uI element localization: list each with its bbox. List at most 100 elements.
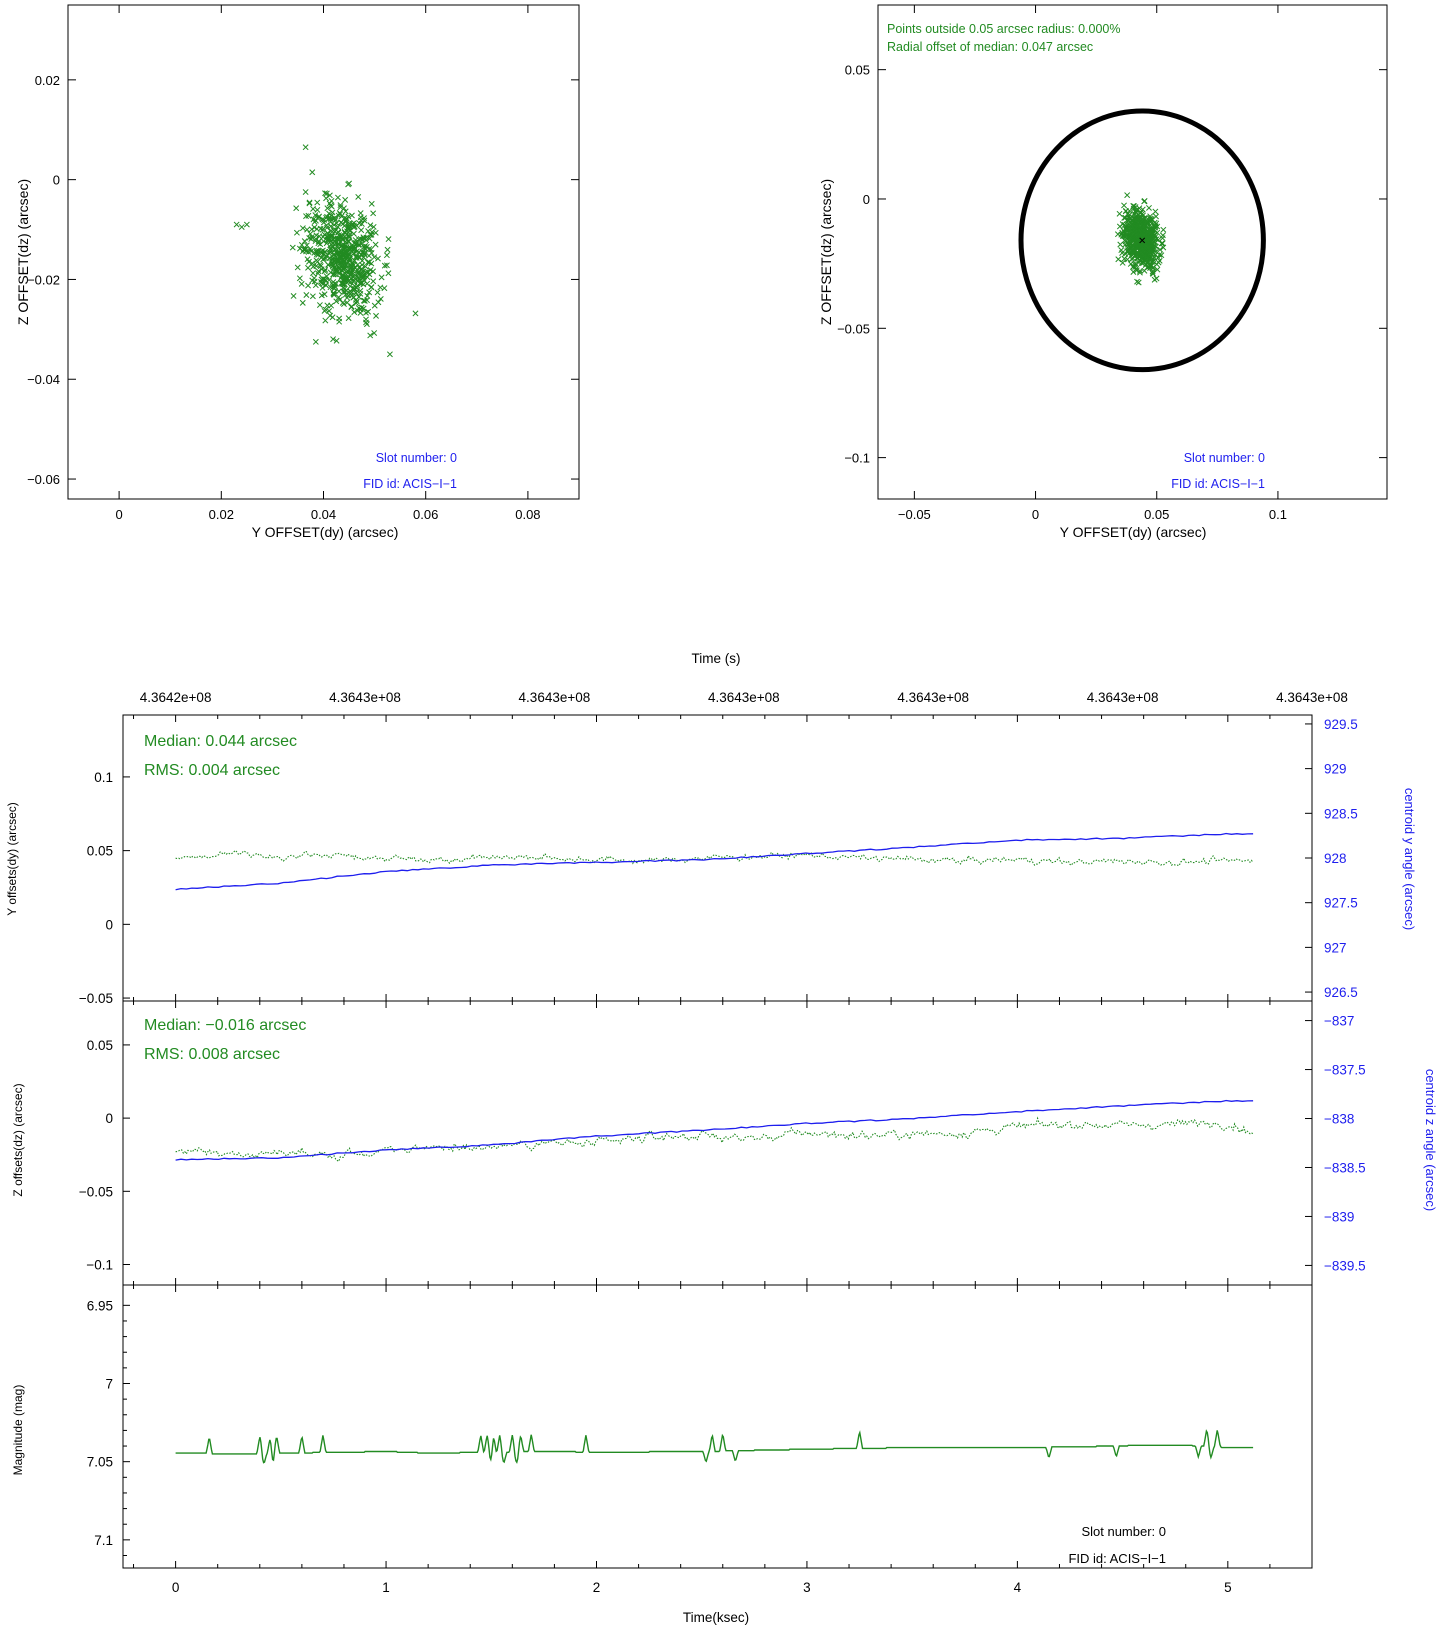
scatter-raw-point	[366, 246, 373, 252]
scatter-raw-point	[326, 200, 333, 207]
scatter-raw-point	[314, 215, 321, 222]
scatter-raw-ylabel: Z OFFSET(dz) (arcsec)	[15, 179, 31, 325]
scatter-raw-point	[351, 240, 358, 247]
scatter-raw-plot: 0 0.02 0.04 0.06 0.08 −0.06 −0.04 −0.02 0 0.02 Y …	[15, 4, 580, 540]
scatter-circle-point	[1132, 264, 1139, 270]
scatter-raw-point	[386, 351, 393, 358]
scatter-raw-point	[312, 338, 319, 345]
scatter-raw-point	[293, 229, 300, 236]
scatter-circle-ticks: −0.05 0 0.05 0.1 −0.1 −0.05 0 0.05	[837, 5, 1387, 522]
scatter-raw-ticks: 0 0.02 0.04 0.06 0.08 −0.06 −0.04 −0.02 0 0.02	[27, 5, 579, 522]
z-offsets-median-label: Median: −0.016 arcsec	[144, 1017, 306, 1034]
scatter-raw-point	[303, 292, 310, 298]
scatter-circle-point	[1158, 252, 1165, 259]
scatter-raw-point	[333, 298, 340, 305]
scatter-circle-point	[1159, 240, 1166, 247]
scatter-raw-point	[325, 261, 332, 268]
scatter-raw-point	[366, 271, 373, 278]
centroid-y-ytick-label: 926.5	[1324, 985, 1358, 1000]
scatter-circle-point	[1147, 219, 1154, 225]
scatter-raw-point	[385, 236, 392, 243]
scatter-raw-point	[310, 216, 317, 223]
scatter-circle-xtick-label: 0.05	[1144, 507, 1169, 522]
scatter-raw-point	[383, 262, 390, 269]
scatter-circle-ytick-label: −0.05	[837, 321, 870, 336]
magnitude-xtick-label: 5	[1224, 1580, 1232, 1595]
scatter-circle-point	[1126, 207, 1133, 214]
centroid-y-angle-series	[175, 832, 1254, 891]
scatter-circle-point	[1151, 231, 1158, 238]
magnitude-xtick-label: 0	[172, 1580, 180, 1595]
scatter-circle-point	[1133, 207, 1140, 213]
scatter-raw-point	[362, 243, 369, 249]
scatter-raw-point	[384, 246, 391, 253]
scatter-circle-plot: −0.05 0 0.05 0.1 −0.1 −0.05 0 0.05 Y OFFSET(dy)…	[818, 4, 1388, 540]
scatter-raw-point	[372, 229, 379, 236]
scatter-raw-point	[298, 280, 305, 287]
scatter-circle-point	[1133, 267, 1140, 274]
scatter-circle-point	[1149, 265, 1156, 271]
scatter-raw-point	[289, 244, 296, 251]
scatter-raw-point	[334, 236, 341, 243]
scatter-raw-point	[370, 278, 377, 285]
scatter-circle-point	[1157, 246, 1164, 253]
scatter-circle-point	[1136, 223, 1143, 230]
scatter-raw-point	[319, 284, 326, 291]
scatter-circle-xlabel: Y OFFSET(dy) (arcsec)	[1060, 524, 1207, 540]
magnitude-xtick-label: 2	[593, 1580, 601, 1595]
scatter-circle-point	[1135, 259, 1142, 265]
scatter-raw-point	[366, 252, 372, 259]
scatter-raw-point	[336, 270, 343, 276]
scatter-raw-point	[342, 275, 349, 282]
radius-circle	[1018, 108, 1266, 373]
scatter-circle-point	[1146, 226, 1153, 233]
scatter-raw-point	[364, 259, 371, 266]
scatter-raw-point	[309, 293, 316, 300]
scatter-raw-point	[356, 254, 363, 261]
scatter-raw-point	[326, 192, 333, 199]
scatter-raw-point	[347, 290, 354, 297]
scatter-circle-point	[1119, 259, 1126, 266]
centroid-y-ytick-label: 928	[1324, 851, 1347, 866]
magnitude-line	[175, 1429, 1254, 1464]
scatter-raw-point	[319, 216, 326, 223]
scatter-raw-point	[309, 169, 316, 176]
scatter-circle-point	[1154, 229, 1161, 236]
y-offsets-ticks: −0.05 0 0.05 0.1 926.5 927 927.5 928 928.5 929 929…	[79, 715, 1358, 1006]
scatter-circle-slot-label: Slot number: 0	[1184, 451, 1265, 465]
scatter-circle-point	[1121, 255, 1128, 262]
centroid-y-ytick-label: 927	[1324, 940, 1347, 955]
scatter-raw-point	[361, 215, 367, 222]
y-offsets-median-label: Median: 0.044 arcsec	[144, 733, 297, 750]
scatter-raw-point	[313, 257, 320, 264]
scatter-raw-point	[331, 291, 338, 298]
z-offsets-ytick-label: −0.05	[79, 1184, 113, 1199]
scatter-raw-point	[373, 312, 379, 319]
scatter-raw-point	[327, 223, 334, 230]
scatter-raw-point	[364, 268, 371, 275]
centroid-y-ytick-label: 928.5	[1324, 806, 1358, 821]
scatter-circle-point	[1133, 222, 1140, 229]
scatter-circle-point	[1128, 249, 1135, 256]
scatter-circle-point	[1141, 198, 1148, 205]
scatter-raw-point	[343, 287, 350, 294]
scatter-raw-point	[305, 212, 312, 219]
centroid-z-ytick-label: −838.5	[1324, 1160, 1366, 1175]
scatter-circle-point	[1146, 236, 1153, 243]
scatter-raw-point	[345, 238, 352, 245]
scatter-raw-xtick-label: 0.06	[413, 507, 438, 522]
scatter-raw-point	[371, 302, 378, 309]
scatter-raw-point	[341, 255, 348, 262]
scatter-raw-point	[327, 284, 334, 291]
scatter-raw-point	[243, 221, 250, 228]
scatter-raw-point	[321, 268, 328, 275]
scatter-raw-point	[363, 321, 370, 328]
scatter-circle-ytick-label: −0.1	[844, 451, 870, 466]
scatter-raw-point	[377, 295, 384, 302]
scatter-raw-point	[377, 284, 384, 291]
scatter-circle-point	[1124, 248, 1131, 255]
scatter-raw-point	[335, 229, 342, 236]
scatter-raw-ytick-label: 0	[53, 173, 60, 188]
scatter-raw-point	[336, 318, 343, 325]
top-time-tick-label: 4.3643e+08	[329, 690, 401, 705]
